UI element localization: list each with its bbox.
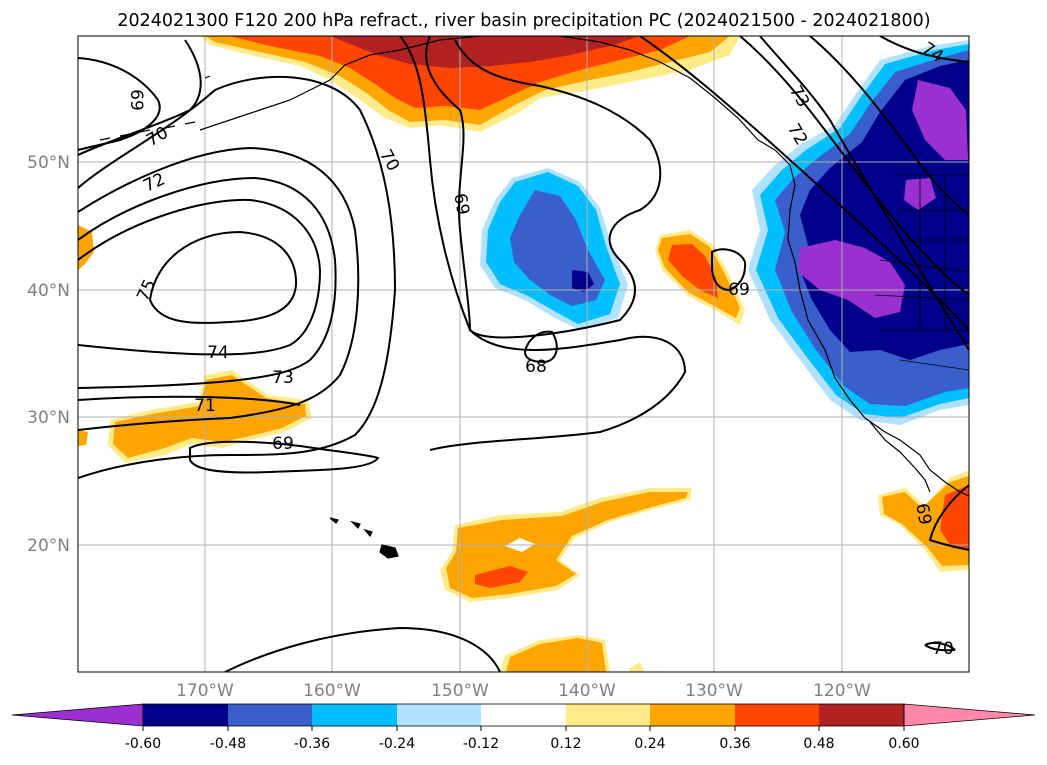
colorbar-bin [566, 704, 650, 726]
contour-70-se [924, 641, 956, 652]
shade-us-purple-north [912, 80, 968, 160]
colorbar-bin [312, 704, 397, 726]
map-content: 69 70 72 75 74 73 71 69 70 69 68 69 73 7… [78, 36, 969, 672]
colorbar-tick-label: 0.48 [803, 736, 834, 752]
colorbar-tick-label: -0.12 [463, 736, 499, 752]
lat-label-30n: 30°N [27, 408, 70, 428]
latitude-labels: 50°N 40°N 30°N 20°N [27, 153, 70, 556]
shade-west-edge-orange-2 [78, 430, 88, 446]
contour-label: 69 [272, 434, 294, 454]
colorbar-frame [142, 703, 905, 727]
shade-far-south-small [628, 662, 645, 672]
colorbar-bin [735, 704, 819, 726]
colorbar-extend-right [903, 703, 1036, 727]
contour-label: 69 [126, 89, 146, 111]
map-title: 2024021300 F120 200 hPa refract., river … [117, 11, 930, 31]
contour-label: 69 [449, 192, 472, 217]
contour-ne-extra [879, 36, 969, 63]
colorbar-tick-label: 0.24 [634, 736, 665, 752]
colorbar-tick-label: 0.60 [888, 736, 919, 752]
hawaii-islands [329, 517, 399, 559]
shade-south-red [475, 566, 528, 588]
contour-70-loop [78, 75, 397, 479]
colorbar: -0.60 -0.48 -0.36 -0.24 -0.12 0.12 0.24 … [11, 703, 1036, 752]
lon-label-150w: 150°W [431, 681, 489, 701]
coastlines [99, 36, 969, 559]
shade-central-navy [572, 270, 594, 292]
map-frame [77, 35, 970, 673]
contour-70-central [399, 36, 687, 451]
contour-69-mexico [928, 484, 969, 551]
contour-label: 69 [728, 280, 750, 300]
contour-east-outer [759, 36, 969, 351]
colorbar-bin [228, 704, 312, 726]
contour-74-ne [809, 36, 969, 216]
colorbar-tick-label: -0.60 [125, 736, 161, 752]
colorbar-extend-left [11, 703, 144, 727]
colorbar-ticks [142, 726, 905, 731]
contour-75 [148, 230, 298, 324]
contour-72 [78, 146, 360, 431]
colorbar-bin [397, 704, 481, 726]
colorbar-tick-label: 0.36 [719, 736, 750, 752]
contour-label: 68 [525, 357, 547, 377]
aleutian-islands [99, 75, 211, 141]
contour-label: 71 [194, 396, 216, 416]
lat-label-50n: 50°N [27, 153, 70, 173]
colorbar-bin [481, 704, 566, 726]
contour-73 [78, 176, 337, 389]
colorbar-tick-label: 0.12 [550, 736, 581, 752]
contour-label: 70 [932, 639, 954, 659]
contour-71 [78, 395, 301, 406]
contour-73-ne [639, 36, 969, 331]
contour-69-nw [78, 57, 161, 151]
colorbar-tick-label: -0.36 [294, 736, 330, 752]
lon-label-160w: 160°W [303, 681, 361, 701]
coastline-alaska [199, 36, 776, 151]
longitude-labels: 170°W 160°W 150°W 140°W 130°W 120°W [176, 681, 871, 701]
colorbar-bin [143, 704, 228, 726]
shade-far-south-orange [506, 638, 606, 672]
lon-label-130w: 130°W [685, 681, 743, 701]
contour-label: 74 [207, 343, 229, 363]
lon-label-170w: 170°W [176, 681, 234, 701]
contour-label: 69 [911, 502, 934, 527]
graticule [78, 36, 969, 672]
shade-mexico-red [940, 485, 969, 550]
contour-69-ne [711, 248, 747, 292]
coastline-north-america [774, 149, 969, 497]
contour-72-ne [739, 36, 969, 296]
us-state-lines [874, 174, 969, 371]
shade-us-purple-mid [798, 240, 905, 318]
contour-label: 73 [272, 368, 294, 388]
colorbar-tick-label: -0.24 [379, 736, 415, 752]
contours [78, 36, 969, 672]
shade-pos-northeast-red [668, 244, 718, 298]
lon-label-140w: 140°W [558, 681, 616, 701]
coastline-baja [869, 421, 931, 493]
lon-label-120w: 120°W [813, 681, 871, 701]
colorbar-tick-label: -0.48 [210, 736, 246, 752]
shade-alaska-darkred [330, 36, 640, 68]
colorbar-bin [819, 704, 904, 726]
contour-74 [78, 198, 322, 356]
contour-70-south [224, 626, 501, 672]
colorbar-bin [650, 704, 735, 726]
contour-68 [523, 330, 558, 364]
contour-69-south [189, 440, 380, 474]
lat-label-20n: 20°N [27, 536, 70, 556]
contour-69-central [425, 36, 662, 339]
lat-label-40n: 40°N [27, 281, 70, 301]
